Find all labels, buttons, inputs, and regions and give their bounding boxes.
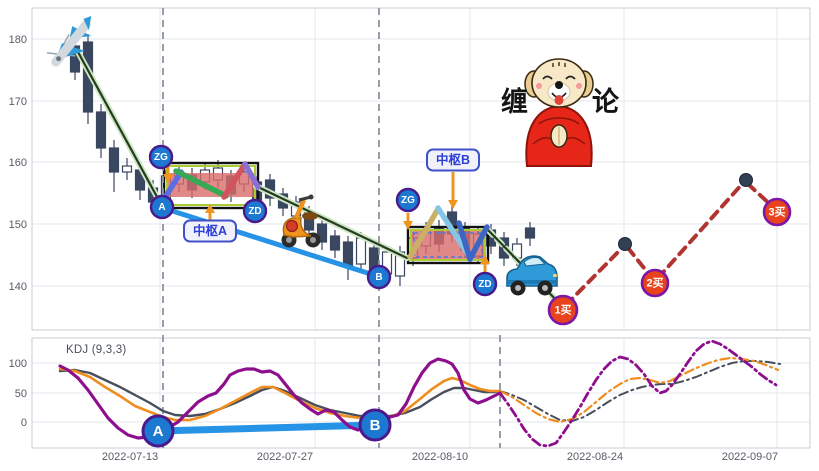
pivot-box-fill (167, 173, 256, 197)
swing-high-dot (618, 237, 632, 251)
buy-path-dashed-segment (564, 245, 625, 307)
candle-body (95, 111, 107, 149)
buy-path (564, 173, 775, 307)
pivot-box-inner-border (410, 229, 486, 261)
orange-arrow-head (205, 204, 215, 213)
buy-point-marker-1买 (547, 294, 579, 326)
y-axis-tick-label: 0 (21, 417, 27, 429)
orange-arrow-head (403, 221, 413, 230)
y-axis-tick-label: 50 (15, 388, 27, 400)
y-axis-tick-label: 170 (9, 96, 27, 108)
candle-body (108, 147, 120, 173)
y-axis-tick-label: 160 (9, 157, 27, 169)
zigzag-stroke (221, 161, 248, 200)
chan-lun-dog-sticker: 缠 论 (499, 52, 619, 168)
point-marker-label: A (153, 423, 164, 440)
buy-point-label: 2买 (646, 277, 663, 290)
point-marker-zd (472, 271, 498, 297)
trend-segments (75, 49, 565, 309)
y-axis-tick-label: 140 (9, 281, 27, 293)
point-marker-label: ZD (478, 279, 491, 290)
buy-point-label: 1买 (554, 304, 571, 317)
kdj-forecast-line-k (499, 360, 781, 422)
candle-body (355, 237, 367, 265)
trend-segment (76, 50, 164, 208)
zigzag-stroke (456, 220, 473, 262)
sticker-char-chan: 缠 (501, 87, 528, 117)
point-markers: ZG A ZD ZG B ZD A B 1买 2买 3买 (141, 144, 792, 448)
point-marker-label: ZG (154, 152, 168, 163)
point-marker-zg (395, 187, 421, 213)
axis-labels: 180 170 160 150 140 100 50 0 2022-07-13 2022-07-2… (9, 34, 779, 463)
monk-dog-drawing (524, 58, 594, 167)
kdj-panel-border (31, 337, 811, 449)
y-axis-tick-label: 100 (9, 358, 27, 370)
buy-point-marker-2买 (640, 268, 670, 298)
price-panel-border (31, 7, 811, 331)
kdj-line-d (58, 367, 502, 422)
buy-path-dashed-segment (746, 182, 775, 209)
trend-segment (486, 228, 564, 308)
buy-point-label: 3买 (768, 206, 785, 219)
candle-body (329, 235, 341, 251)
point-marker-label: A (158, 202, 165, 213)
x-axis-date-label: 2022-08-24 (567, 451, 623, 463)
point-marker-a (141, 414, 175, 448)
point-marker-zd (242, 198, 268, 224)
pivot-label-text: 中枢A (193, 223, 227, 238)
kdj-forecast-line-d (498, 356, 780, 424)
point-marker-b (358, 408, 392, 442)
zigzag-stroke (173, 168, 229, 199)
candle-body (342, 241, 354, 267)
point-marker-label: B (370, 417, 381, 434)
point-marker-label: ZD (248, 206, 261, 217)
sticker-char-lun: 论 (592, 87, 619, 117)
point-marker-a (149, 194, 175, 220)
zigzag-stroke (467, 224, 490, 262)
x-axis-date-label: 2022-07-27 (257, 451, 313, 463)
zigzag-stroke (242, 161, 261, 190)
pivot-pill-labels: 中枢A 中枢B (183, 148, 480, 243)
x-axis-date-label: 2022-07-13 (102, 451, 158, 463)
kdj-indicator-label: KDJ (9,3,3) (66, 344, 127, 356)
pivot-label-text: 中枢B (436, 152, 470, 167)
kdj-ab-trendline (154, 421, 379, 435)
point-marker-label: B (375, 272, 382, 283)
x-axis-date-label: 2022-09-07 (722, 451, 778, 463)
annotation-arrows (163, 166, 490, 272)
y-axis-tick-label: 180 (9, 34, 27, 46)
trend-segment (254, 184, 409, 260)
candle-body (121, 165, 133, 173)
price-ab-trendline (160, 205, 380, 279)
buy-path-dashed-segment (656, 181, 745, 280)
y-axis-tick-label: 150 (9, 219, 27, 231)
swing-high-dot (739, 173, 753, 187)
zigzag-stroke (407, 206, 441, 260)
candle-body (316, 223, 328, 243)
pivot-label-pill (183, 219, 237, 243)
kdj-forecast-line-j (498, 339, 778, 448)
orange-arrow-head (480, 255, 490, 264)
orange-arrow-head (163, 174, 173, 183)
point-marker-label: ZG (401, 195, 415, 206)
point-marker-b (366, 264, 392, 290)
orange-arrow-head (448, 200, 458, 209)
x-axis-date-label: 2022-08-10 (412, 451, 468, 463)
point-marker-zg (148, 144, 174, 170)
candle-body (524, 227, 536, 239)
buy-point-marker-3买 (762, 197, 792, 227)
pivot-label-pill (426, 148, 480, 172)
